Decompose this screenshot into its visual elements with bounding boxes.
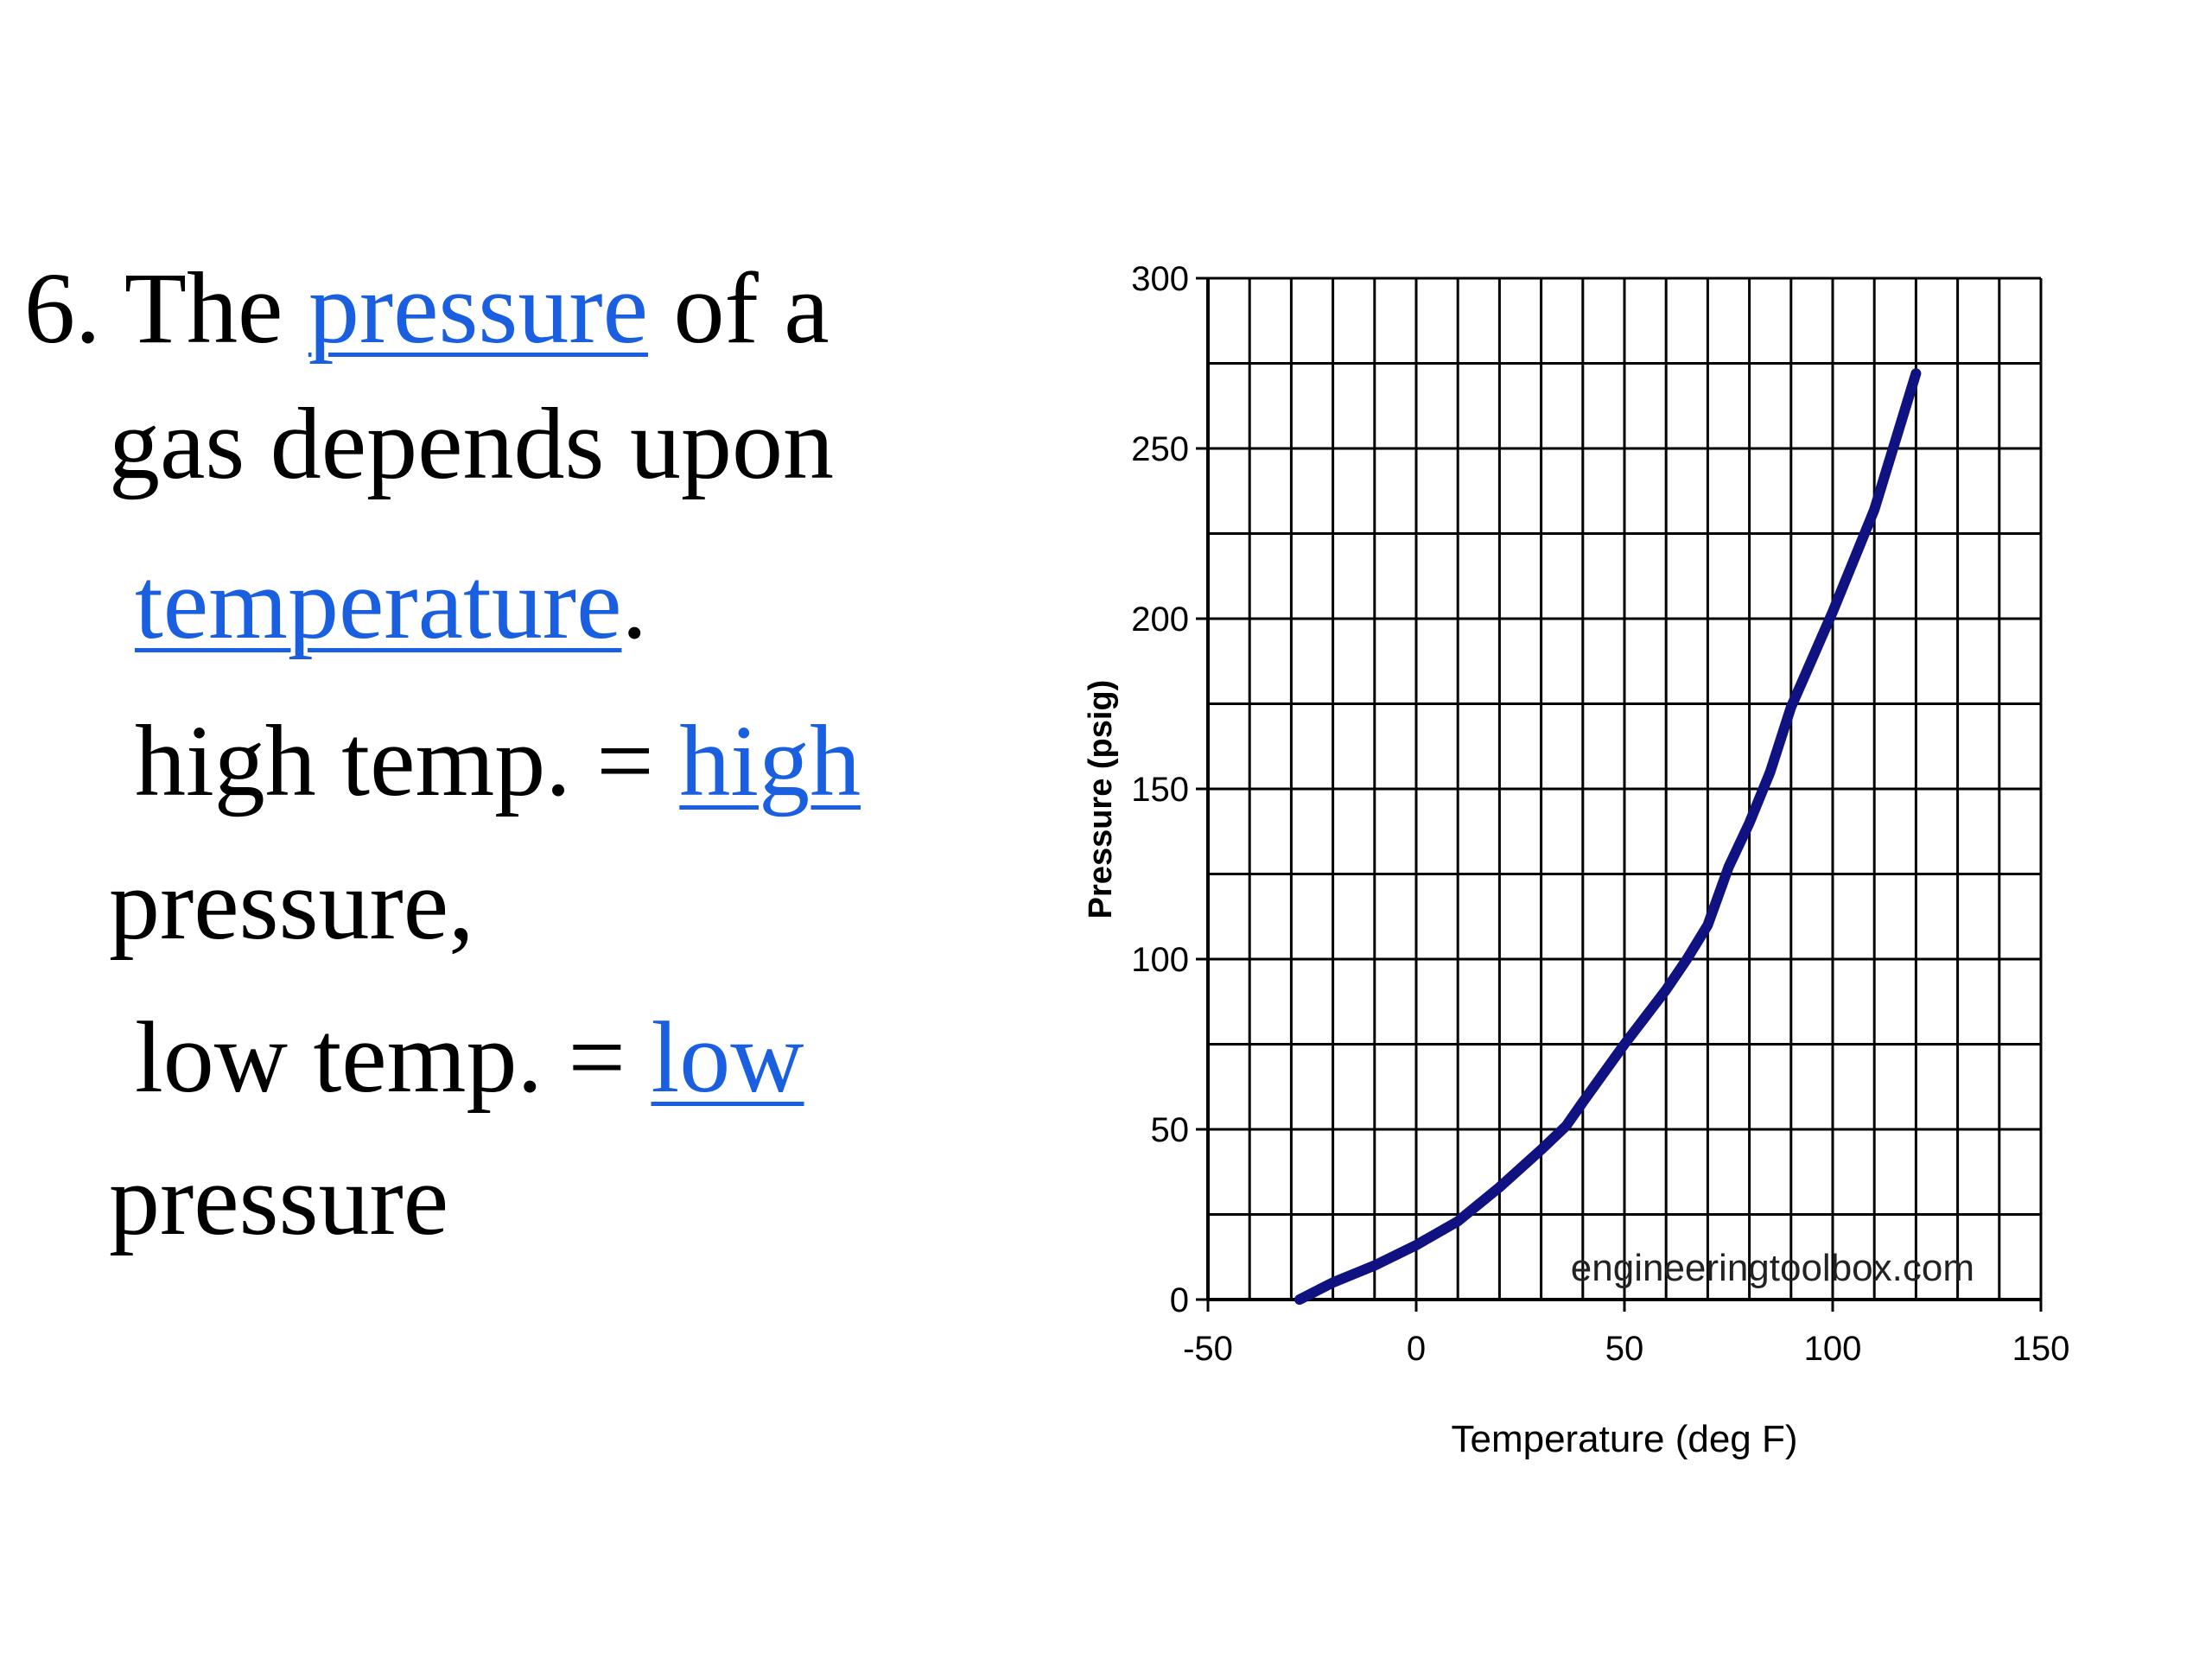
chart-watermark: engineeringtoolbox.com [1571, 1247, 1974, 1289]
high-link[interactable]: high [679, 704, 861, 817]
x-axis-label: Temperature (deg F) [1451, 1418, 1797, 1460]
pressure-curve [1294, 368, 1922, 1305]
temperature-link[interactable]: temperature [135, 547, 622, 660]
bullet-line-1: 6. The pressure of a [24, 257, 830, 359]
text-segment: high temp. = [135, 704, 680, 817]
bullet-line-4: high temp. = high [135, 710, 861, 812]
y-tick-label: 0 [1170, 1281, 1189, 1319]
x-tick-label: 50 [1605, 1330, 1644, 1368]
item-number: 6. [24, 251, 101, 365]
pressure-link[interactable]: pressure [308, 251, 649, 365]
chart-tick-labels: 0 50 100 150 200 250 300 -50 0 50 100 150 [1131, 260, 2069, 1368]
y-tick-label: 150 [1131, 771, 1189, 809]
slide-text-block: 6. The pressure of a gas depends upon te… [0, 0, 1037, 1382]
bullet-line-3: temperature. [135, 553, 647, 655]
bullet-line-2: gas depends upon [109, 387, 834, 500]
x-tick-label: 0 [1407, 1330, 1426, 1368]
low-link[interactable]: low [651, 1001, 804, 1114]
y-tick-label: 100 [1131, 941, 1189, 979]
bullet-line-6: low temp. = low [135, 1007, 804, 1109]
y-tick-label: 300 [1131, 260, 1189, 298]
y-axis-label: Pressure (psig) [1083, 680, 1119, 919]
bullet-line-5: pressure, [109, 848, 474, 961]
text-segment: The [100, 251, 308, 365]
text-segment: . [621, 547, 647, 660]
y-tick-label: 200 [1131, 601, 1189, 639]
x-tick-label: 100 [1804, 1330, 1862, 1368]
text-segment: of a [648, 251, 830, 365]
text-segment: low temp. = [135, 1001, 652, 1114]
y-tick-label: 50 [1151, 1111, 1190, 1149]
bullet-line-7: pressure [109, 1143, 449, 1256]
chart-grid [1208, 276, 2043, 1300]
x-tick-label: -50 [1183, 1330, 1233, 1368]
y-tick-label: 250 [1131, 430, 1189, 468]
x-tick-label: 150 [2012, 1330, 2070, 1368]
chart-axes [1196, 276, 2043, 1312]
